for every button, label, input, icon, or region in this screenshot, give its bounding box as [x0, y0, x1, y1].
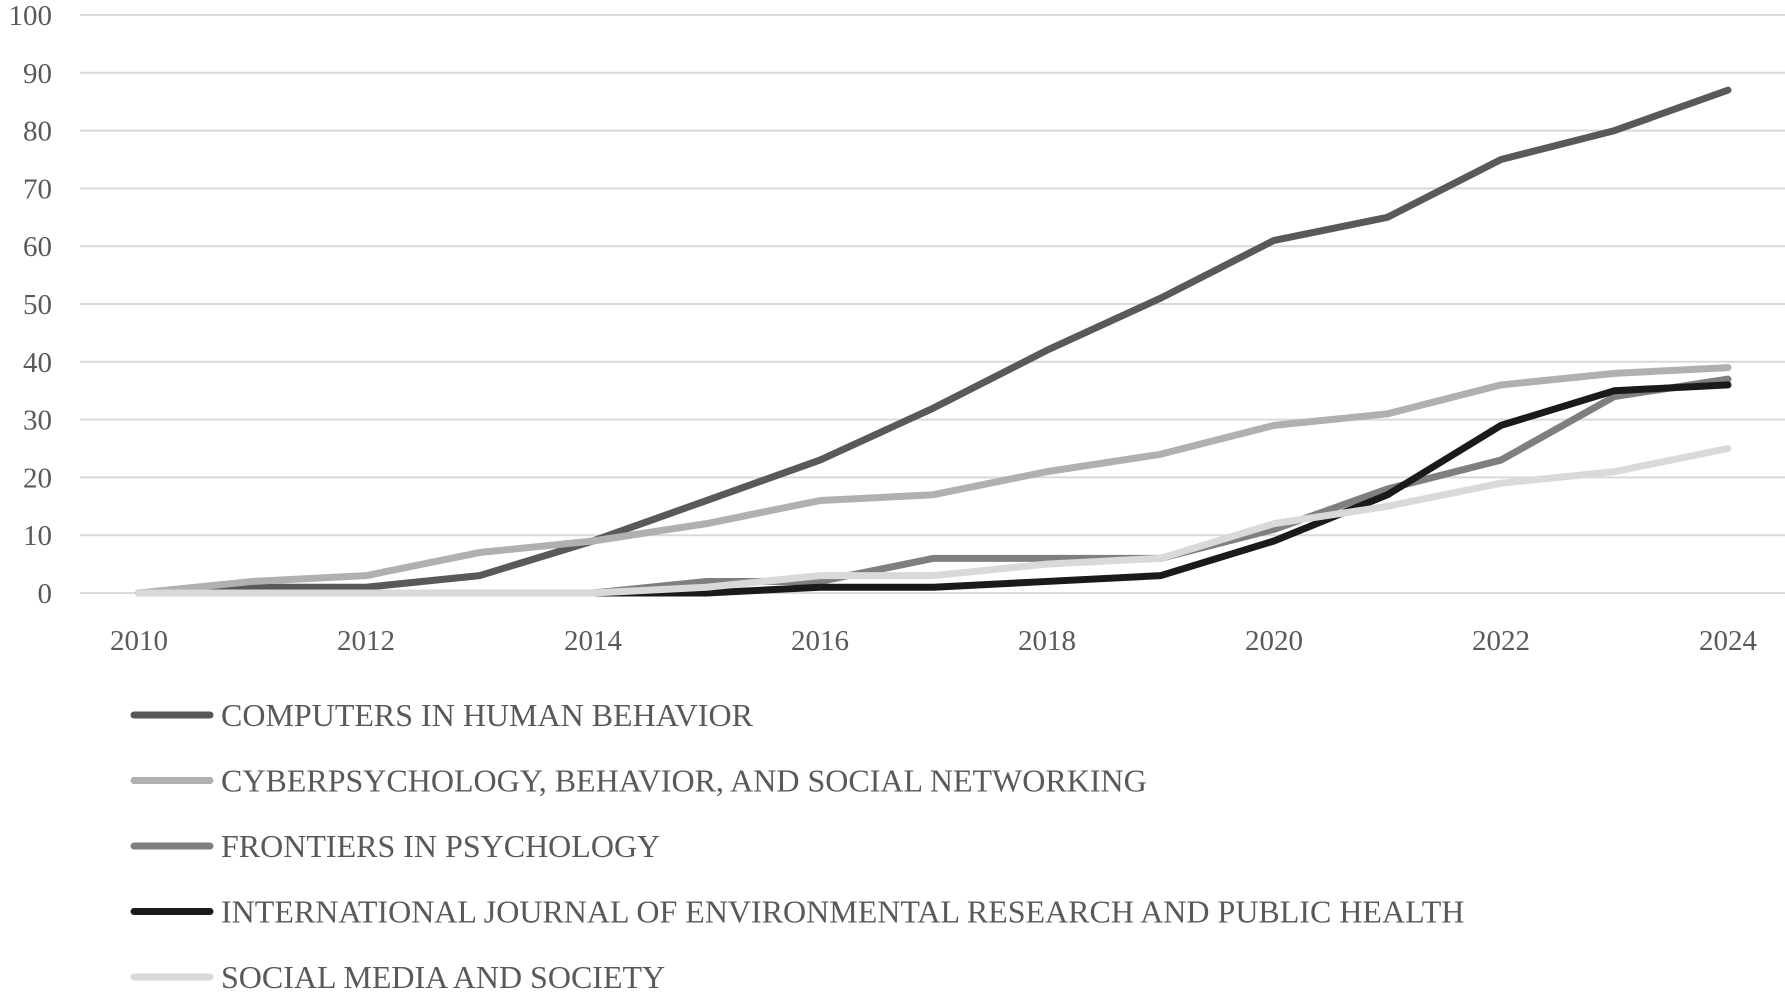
series-line-4	[135, 445, 1732, 597]
series-line-1	[135, 364, 1732, 597]
x-tick-label: 2010	[110, 625, 168, 657]
legend-label: COMPUTERS IN HUMAN BEHAVIOR	[221, 697, 754, 733]
y-tick-label: 70	[23, 173, 52, 205]
gridlines	[80, 14, 1785, 594]
legend: COMPUTERS IN HUMAN BEHAVIOR CYBERPSYCHOLO…	[130, 697, 1464, 995]
y-tick-label: 50	[23, 289, 52, 321]
y-tick-label: 20	[23, 462, 52, 494]
y-tick-label: 90	[23, 58, 52, 90]
legend-label: INTERNATIONAL JOURNAL OF ENVIRONMENTAL R…	[221, 894, 1464, 930]
x-tick-label: 2018	[1018, 625, 1076, 657]
y-tick-label: 40	[23, 347, 52, 379]
y-tick-label: 80	[23, 116, 52, 148]
x-tick-label: 2016	[791, 625, 849, 657]
legend-label: FRONTIERS IN PSYCHOLOGY	[221, 828, 660, 864]
y-tick-label: 0	[38, 578, 53, 610]
x-axis-ticks: 2010 2012 2014 2016 2018 2020 2022 2024	[110, 625, 1758, 657]
x-tick-label: 2024	[1699, 625, 1758, 657]
y-tick-label: 100	[9, 0, 53, 32]
x-tick-label: 2020	[1245, 625, 1303, 657]
legend-label: CYBERPSYCHOLOGY, BEHAVIOR, AND SOCIAL NE…	[221, 763, 1147, 799]
x-tick-label: 2012	[337, 625, 395, 657]
legend-label: SOCIAL MEDIA AND SOCIETY	[221, 959, 665, 991]
y-axis-ticks: 0 10 20 30 40 50 60 70 80 90 100	[9, 0, 53, 610]
y-tick-label: 60	[23, 231, 52, 263]
series-line-0	[135, 86, 1732, 597]
y-tick-label: 10	[23, 520, 52, 552]
y-tick-label: 30	[23, 405, 52, 437]
x-tick-label: 2014	[564, 625, 623, 657]
series-lines	[135, 86, 1732, 597]
x-tick-label: 2022	[1472, 625, 1530, 657]
